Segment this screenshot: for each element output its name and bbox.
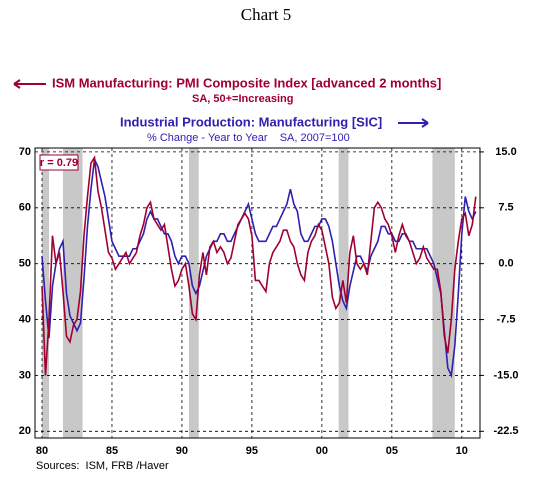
y2-tick-label: 7.5 xyxy=(498,202,513,214)
x-tick-label: 00 xyxy=(316,445,328,457)
chart-title: Chart 5 xyxy=(241,5,292,24)
x-tick-label: 10 xyxy=(456,445,468,457)
y2-tick-label: -15.0 xyxy=(493,369,518,381)
plot-area xyxy=(35,148,480,438)
plot-frame xyxy=(34,147,481,439)
y2-tick-label: -7.5 xyxy=(497,313,516,325)
x-tick-label: 85 xyxy=(106,445,118,457)
y-tick-label: 60 xyxy=(19,202,31,214)
legend-note: SA, 50+=Increasing xyxy=(192,93,294,105)
legend-arrow xyxy=(398,118,429,128)
recession-band xyxy=(338,148,349,438)
y-tick-label: 20 xyxy=(19,425,31,437)
x-tick-label: 90 xyxy=(176,445,188,457)
y-tick-label: 50 xyxy=(19,258,31,270)
recession-band xyxy=(432,148,455,438)
y-tick-label: 70 xyxy=(19,146,31,158)
x-tick-label: 05 xyxy=(386,445,398,457)
recession-band xyxy=(188,148,199,438)
source: Sources: ISM, FRB /Haver xyxy=(36,460,169,472)
y-tick-label: 30 xyxy=(19,369,31,381)
legend-arrow xyxy=(13,79,46,89)
x-tick-label: 80 xyxy=(36,445,48,457)
y2-tick-label: -22.5 xyxy=(493,425,518,437)
annotation: r = 0.79 xyxy=(40,157,78,169)
data-line xyxy=(41,155,477,376)
recession-band xyxy=(62,148,83,438)
data-line xyxy=(41,156,477,379)
legend-label: ISM Manufacturing: PMI Composite Index [… xyxy=(52,75,441,90)
y-tick-label: 40 xyxy=(19,313,31,325)
y2-tick-label: 15.0 xyxy=(495,146,516,158)
legend-label: Industrial Production: Manufacturing [SI… xyxy=(120,114,382,129)
x-tick-label: 95 xyxy=(246,445,258,457)
y2-tick-label: 0.0 xyxy=(498,258,513,270)
legend-note: % Change - Year to Year SA, 2007=100 xyxy=(147,132,350,144)
annotation-box xyxy=(39,154,79,171)
